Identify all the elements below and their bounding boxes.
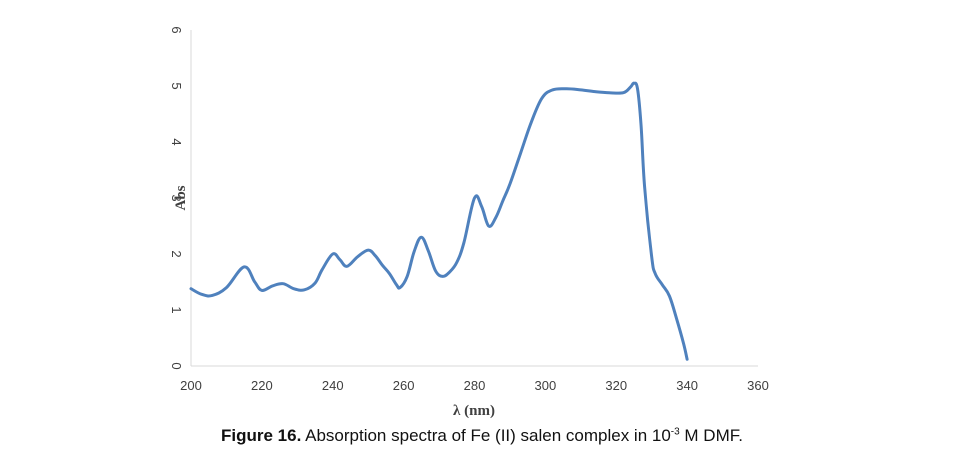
y-tick-label: 4	[169, 138, 184, 145]
x-tick-label: 300	[535, 378, 557, 393]
x-tick-label: 260	[393, 378, 415, 393]
caption-text-end: M DMF.	[679, 426, 743, 445]
y-tick-label: 0	[169, 362, 184, 369]
y-tick-label: 6	[169, 26, 184, 33]
x-tick-label: 220	[251, 378, 273, 393]
y-tick-label: 1	[169, 306, 184, 313]
x-tick-label: 320	[605, 378, 627, 393]
series-line	[189, 81, 689, 361]
y-tick-label: 3	[169, 194, 184, 201]
x-tick-labels: 200 220 240 260 280 300 320 340 360	[180, 378, 769, 393]
caption-superscript: -3	[670, 426, 680, 438]
x-tick-label: 280	[464, 378, 486, 393]
x-tick-label: 240	[322, 378, 344, 393]
caption-label: Figure 16.	[221, 426, 302, 445]
figure-caption: Figure 16. Absorption spectra of Fe (II)…	[0, 426, 964, 446]
y-axis-title: Abs	[173, 185, 189, 210]
y-tick-label: 5	[169, 82, 184, 89]
caption-text: Absorption spectra of Fe (II) salen comp…	[301, 426, 671, 445]
x-tick-label: 340	[676, 378, 698, 393]
x-tick-label: 360	[747, 378, 769, 393]
y-tick-label: 2	[169, 250, 184, 257]
x-axis-title: λ (nm)	[453, 403, 495, 419]
y-tick-labels: 0 1 2 3 4 5 6	[169, 26, 184, 369]
x-tick-label: 200	[180, 378, 202, 393]
